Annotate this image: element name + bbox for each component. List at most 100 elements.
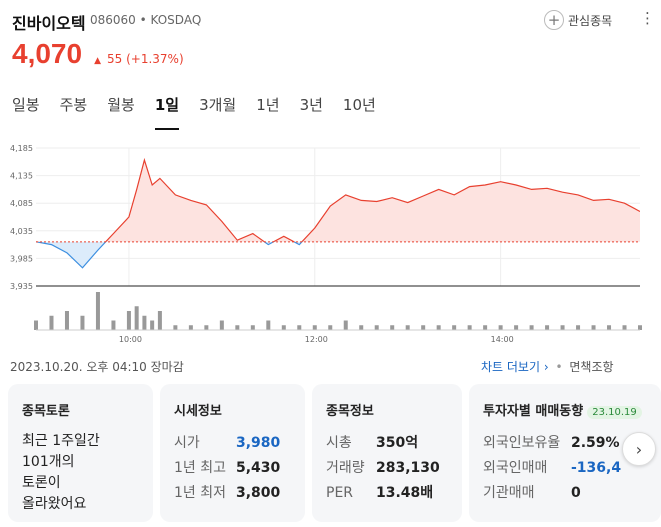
volume-bar xyxy=(483,325,488,330)
stock-code-market: 086060 • KOSDAQ xyxy=(90,13,202,27)
kv-row: 시가 3,980 xyxy=(174,431,291,456)
volume-bar xyxy=(545,325,550,330)
kv-row: 1년 최저 3,800 xyxy=(174,481,291,506)
chevron-right-icon: › xyxy=(543,360,549,374)
tab-7[interactable]: 10년 xyxy=(342,96,376,114)
kv-key: 거래량 xyxy=(326,460,365,476)
tab-3[interactable]: 1일 xyxy=(154,94,180,130)
timestamp: 2023.10.20. 오후 04:10 장마감 xyxy=(10,360,184,374)
tab-4[interactable]: 3개월 xyxy=(199,96,237,114)
plus-icon: + xyxy=(544,10,564,30)
kv-row: 기관매매 0 xyxy=(483,481,647,506)
area-below-baseline xyxy=(36,241,640,268)
kv-value: -136,4 xyxy=(571,460,622,476)
discussion-line: 토론이 xyxy=(22,475,61,491)
kv-key: 기관매매 xyxy=(483,485,535,501)
discussion-line: 올라왔어요 xyxy=(22,496,87,512)
volume-bar xyxy=(467,325,472,330)
kv-value: 0 xyxy=(571,485,581,501)
x-tick-label: 14:00 xyxy=(491,335,514,344)
disclaimer-link[interactable]: 면책조항 xyxy=(569,360,614,374)
volume-bar xyxy=(452,325,457,330)
kv-row: 외국인보유율 2.59% xyxy=(483,431,647,456)
discussion-line: 최근 1주일간 xyxy=(22,433,100,449)
volume-bar xyxy=(281,325,286,330)
stock-header: 진바이오텍 086060 • KOSDAQ + 관심종목 ⋮ xyxy=(12,9,655,38)
volume-bar xyxy=(188,325,193,330)
volume-bar xyxy=(204,325,209,330)
price-line-up xyxy=(36,157,640,242)
tab-2[interactable]: 월봉 xyxy=(107,96,135,114)
volume-bar xyxy=(328,325,333,330)
discussion-title: 종목토론 xyxy=(22,404,70,419)
favorite-label: 관심종목 xyxy=(568,13,613,28)
tab-1[interactable]: 주봉 xyxy=(59,96,88,114)
y-tick-label: 4,085 xyxy=(10,199,33,208)
kv-row: 시총 350억 xyxy=(326,431,448,456)
info-card[interactable]: 종목정보 시총 350억 거래량 283,130 PER 13.48배 xyxy=(312,384,462,522)
kv-row: 외국인매매 -136,4 xyxy=(483,456,647,481)
price-row: 4,070 ▲ 55 (+1.37%) xyxy=(12,38,184,74)
kv-value: 5,430 xyxy=(236,460,281,476)
chart-links: 차트 더보기 › • 면책조항 xyxy=(481,358,614,375)
date-badge: 23.10.19 xyxy=(587,406,642,419)
discussion-line: 101개의 xyxy=(22,454,75,470)
favorite-button[interactable]: + 관심종목 xyxy=(544,10,612,30)
volume-bar xyxy=(312,325,317,330)
kv-row: PER 13.48배 xyxy=(326,481,448,506)
kv-value: 3,800 xyxy=(236,485,281,501)
kv-row: 1년 최고 5,430 xyxy=(174,456,291,481)
kv-key: 외국인매매 xyxy=(483,460,548,476)
kv-key: 시총 xyxy=(326,435,352,451)
tab-5[interactable]: 1년 xyxy=(256,96,280,114)
kv-value: 283,130 xyxy=(376,460,440,476)
volume-bar xyxy=(421,325,426,330)
volume-bar xyxy=(235,325,240,330)
price-change: ▲ 55 (+1.37%) xyxy=(94,52,184,66)
volume-bar xyxy=(157,311,162,330)
area-above-baseline xyxy=(36,160,640,242)
volume-bar xyxy=(173,325,178,330)
chart-more-link[interactable]: 차트 더보기 xyxy=(481,360,541,374)
volume-bar xyxy=(405,325,410,330)
price-chart[interactable]: 4,185 4,135 4,085 4,035 3,985 3,935 10:00 12:00… xyxy=(0,140,661,350)
next-card-button[interactable]: › xyxy=(622,432,656,466)
x-tick-label: 10:00 xyxy=(119,335,142,344)
kv-key: 외국인보유율 xyxy=(483,435,561,451)
y-tick-label: 4,135 xyxy=(10,172,33,181)
up-triangle-icon: ▲ xyxy=(94,56,101,66)
tab-0[interactable]: 일봉 xyxy=(12,96,40,114)
volume-bar xyxy=(49,315,54,330)
market-card[interactable]: 시세정보 시가 3,980 1년 최고 5,430 1년 최저 3,800 xyxy=(160,384,305,522)
kv-value: 2.59% xyxy=(571,435,620,451)
volume-bar xyxy=(126,311,131,330)
volume-bar xyxy=(622,325,627,330)
investor-title: 투자자별 매매동향 23.10.19 xyxy=(483,400,647,419)
period-tabs: 일봉 주봉 월봉 1일 3개월 1년 3년 10년 xyxy=(12,94,396,130)
volume-bar xyxy=(591,325,596,330)
x-tick-label: 12:00 xyxy=(305,335,328,344)
kv-key: 1년 최고 xyxy=(174,460,226,476)
y-tick-label: 4,185 xyxy=(10,144,33,153)
chevron-right-icon: › xyxy=(635,439,643,459)
more-vertical-icon[interactable]: ⋮ xyxy=(640,9,655,27)
volume-bar xyxy=(150,320,155,330)
volume-bar xyxy=(219,320,224,330)
kv-key: PER xyxy=(326,485,354,501)
y-tick-label: 3,985 xyxy=(10,254,33,263)
price-change-value: 55 (+1.37%) xyxy=(107,52,184,66)
price-chart-svg: 4,185 4,135 4,085 4,035 3,985 3,935 10:00 12:00… xyxy=(10,144,642,344)
volume-bar xyxy=(80,315,85,330)
y-tick-label: 3,935 xyxy=(10,282,33,291)
volume-bar xyxy=(142,315,147,330)
y-tick-label: 4,035 xyxy=(10,227,33,236)
volume-bar xyxy=(436,325,441,330)
kv-row: 거래량 283,130 xyxy=(326,456,448,481)
kv-key: 1년 최저 xyxy=(174,485,226,501)
market-title: 시세정보 xyxy=(174,404,222,419)
investor-title-text: 투자자별 매매동향 xyxy=(483,404,584,419)
tab-6[interactable]: 3년 xyxy=(299,96,323,114)
volume-bar xyxy=(266,320,271,330)
investor-rows: 외국인보유율 2.59% 외국인매매 -136,4 기관매매 0 xyxy=(483,431,647,506)
